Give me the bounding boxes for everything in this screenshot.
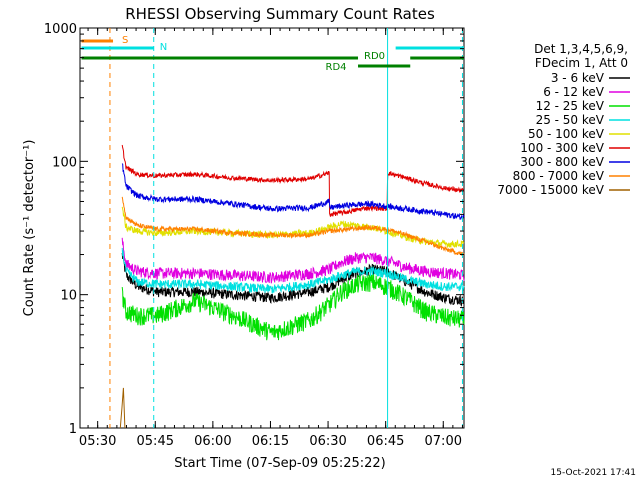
annotation-label-rd4: RD4 — [326, 62, 347, 73]
chart-title: RHESSI Observing Summary Count Rates — [125, 5, 435, 23]
y-axis-label: Count Rate (s⁻¹ detector⁻¹) — [22, 140, 37, 317]
x-tick-label-1: 05:30 — [79, 434, 116, 449]
x-tick-label-2: 05:45 — [137, 434, 174, 449]
footer-timestamp: 15-Oct-2021 17:41 — [551, 468, 636, 478]
series-layer — [119, 144, 465, 429]
y-tick-label-1: 1 — [69, 422, 77, 437]
legend-label-50-100-keV: 50 - 100 keV — [528, 127, 605, 141]
annotation-label-n: N — [160, 42, 167, 53]
series-line-50-100-keV — [121, 206, 465, 248]
axes-layer: 05:30 05:45 06:00 06:15 06:30 06:45 07:00 1 10 10… — [44, 22, 464, 449]
series-line-7000-15000-keV — [119, 387, 126, 429]
legend: Det 1,3,4,5,6,9, FDecim 1, Att 0 3 - 6 k… — [497, 42, 630, 197]
plot-area — [79, 27, 465, 429]
x-tick-label-6: 06:45 — [367, 434, 404, 449]
annotation-layer: S N RD0 RD4 — [81, 35, 464, 73]
series-line-6-12-keV — [121, 237, 465, 284]
x-tick-label-5: 06:30 — [309, 434, 346, 449]
legend-header-line-2: FDecim 1, Att 0 — [535, 56, 628, 70]
plot-border — [79, 27, 465, 429]
x-tick-label-7: 07:00 — [425, 434, 462, 449]
legend-label-25-50-keV: 25 - 50 keV — [536, 113, 605, 127]
legend-label-12-25-keV: 12 - 25 keV — [536, 99, 605, 113]
annotation-label-s: S — [122, 35, 128, 46]
legend-label-300-800-keV: 300 - 800 keV — [520, 155, 604, 169]
series-line-300-800-keV — [121, 163, 465, 220]
annotation-label-rd0: RD0 — [364, 51, 385, 62]
legend-label-7000-15000-keV: 7000 - 15000 keV — [497, 183, 604, 197]
legend-label-800-7000-keV: 800 - 7000 keV — [513, 169, 605, 183]
y-tick-label-4: 1000 — [44, 22, 77, 37]
x-tick-label-3: 06:00 — [194, 434, 231, 449]
y-tick-label-2: 10 — [60, 289, 77, 304]
series-line-800-7000-keV — [121, 196, 465, 256]
series-line-100-300-keV — [121, 144, 465, 218]
markers-layer — [109, 28, 463, 428]
legend-label-100-300-keV: 100 - 300 keV — [520, 141, 604, 155]
series-line-12-25-keV — [121, 274, 465, 341]
series-line-25-50-keV — [121, 247, 465, 294]
legend-label-6-12-keV: 6 - 12 keV — [543, 85, 605, 99]
legend-label-3-6-keV: 3 - 6 keV — [551, 71, 605, 85]
x-tick-label-4: 06:15 — [252, 434, 289, 449]
y-tick-label-3: 100 — [52, 155, 77, 170]
x-axis-label: Start Time (07-Sep-09 05:25:22) — [174, 456, 385, 471]
legend-header-line-1: Det 1,3,4,5,6,9, — [534, 42, 628, 56]
